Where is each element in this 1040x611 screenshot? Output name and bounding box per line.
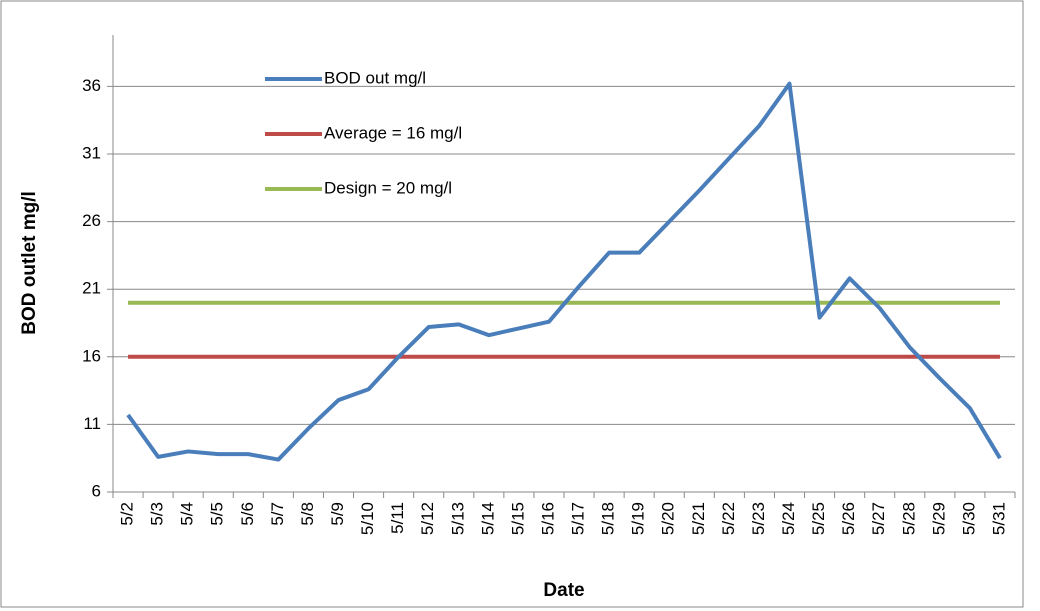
y-tick-label: 31 (82, 143, 101, 162)
y-tick-label: 26 (82, 211, 101, 230)
legend-label: BOD out mg/l (324, 68, 426, 87)
x-tick-label: 5/11 (388, 502, 407, 534)
x-tick-label: 5/9 (328, 502, 347, 526)
x-tick-label: 5/6 (238, 502, 257, 526)
x-tick-label: 5/7 (268, 502, 287, 526)
x-tick-label: 5/15 (508, 502, 527, 535)
x-tick-label: 5/25 (809, 502, 828, 535)
x-tick-label: 5/31 (989, 502, 1008, 535)
x-tick-label: 5/4 (178, 502, 197, 526)
x-tick-label: 5/3 (148, 502, 167, 526)
y-tick-label: 21 (82, 279, 101, 298)
y-tick-label: 16 (82, 346, 101, 365)
x-tick-label: 5/28 (899, 502, 918, 535)
y-tick-label: 11 (83, 414, 101, 433)
x-tick-label: 5/18 (599, 502, 618, 535)
x-tick-label: 5/29 (929, 502, 948, 535)
y-tick-label: 36 (82, 76, 101, 95)
x-tick-label: 5/16 (538, 502, 557, 535)
legend-label: Design = 20 mg/l (324, 178, 452, 197)
x-tick-label: 5/27 (869, 502, 888, 535)
x-tick-label: 5/24 (779, 502, 798, 535)
series-line (126, 81, 1002, 462)
x-tick-label: 5/13 (448, 502, 467, 535)
x-tick-label: 5/14 (478, 502, 497, 535)
x-tick-label: 5/20 (659, 502, 678, 535)
x-tick-label: 5/10 (358, 502, 377, 535)
y-axis-label: BOD outlet mg/l (19, 191, 40, 335)
x-tick-label: 5/22 (719, 502, 738, 535)
x-tick-label: 5/17 (569, 502, 588, 535)
x-axis-label: Date (543, 580, 584, 601)
x-tick-label: 5/5 (208, 502, 227, 526)
x-tick-label: 5/8 (298, 502, 317, 526)
x-tick-label: 5/30 (959, 502, 978, 535)
x-tick-label: 5/12 (418, 502, 437, 535)
y-tick-label: 6 (92, 481, 101, 500)
x-tick-label: 5/21 (689, 502, 708, 535)
legend-label: Average = 16 mg/l (324, 123, 462, 142)
x-tick-label: 5/23 (749, 502, 768, 535)
x-tick-label: 5/26 (839, 502, 858, 535)
x-tick-label: 5/2 (118, 502, 137, 526)
x-tick-label: 5/19 (629, 502, 648, 535)
